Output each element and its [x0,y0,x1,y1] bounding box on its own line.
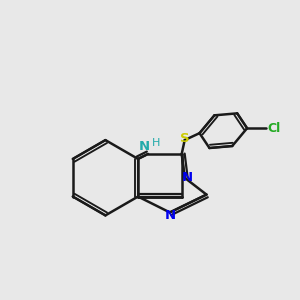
Text: S: S [180,132,190,145]
Text: H: H [152,138,160,148]
Text: N: N [139,140,150,153]
Text: Cl: Cl [267,122,281,135]
Text: N: N [182,171,193,184]
Text: N: N [164,209,175,222]
